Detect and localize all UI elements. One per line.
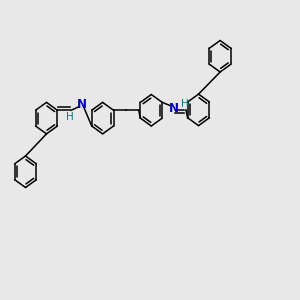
Text: H: H [65, 112, 73, 122]
Text: N: N [76, 98, 86, 111]
Text: N: N [169, 101, 178, 115]
Text: H: H [181, 98, 189, 109]
